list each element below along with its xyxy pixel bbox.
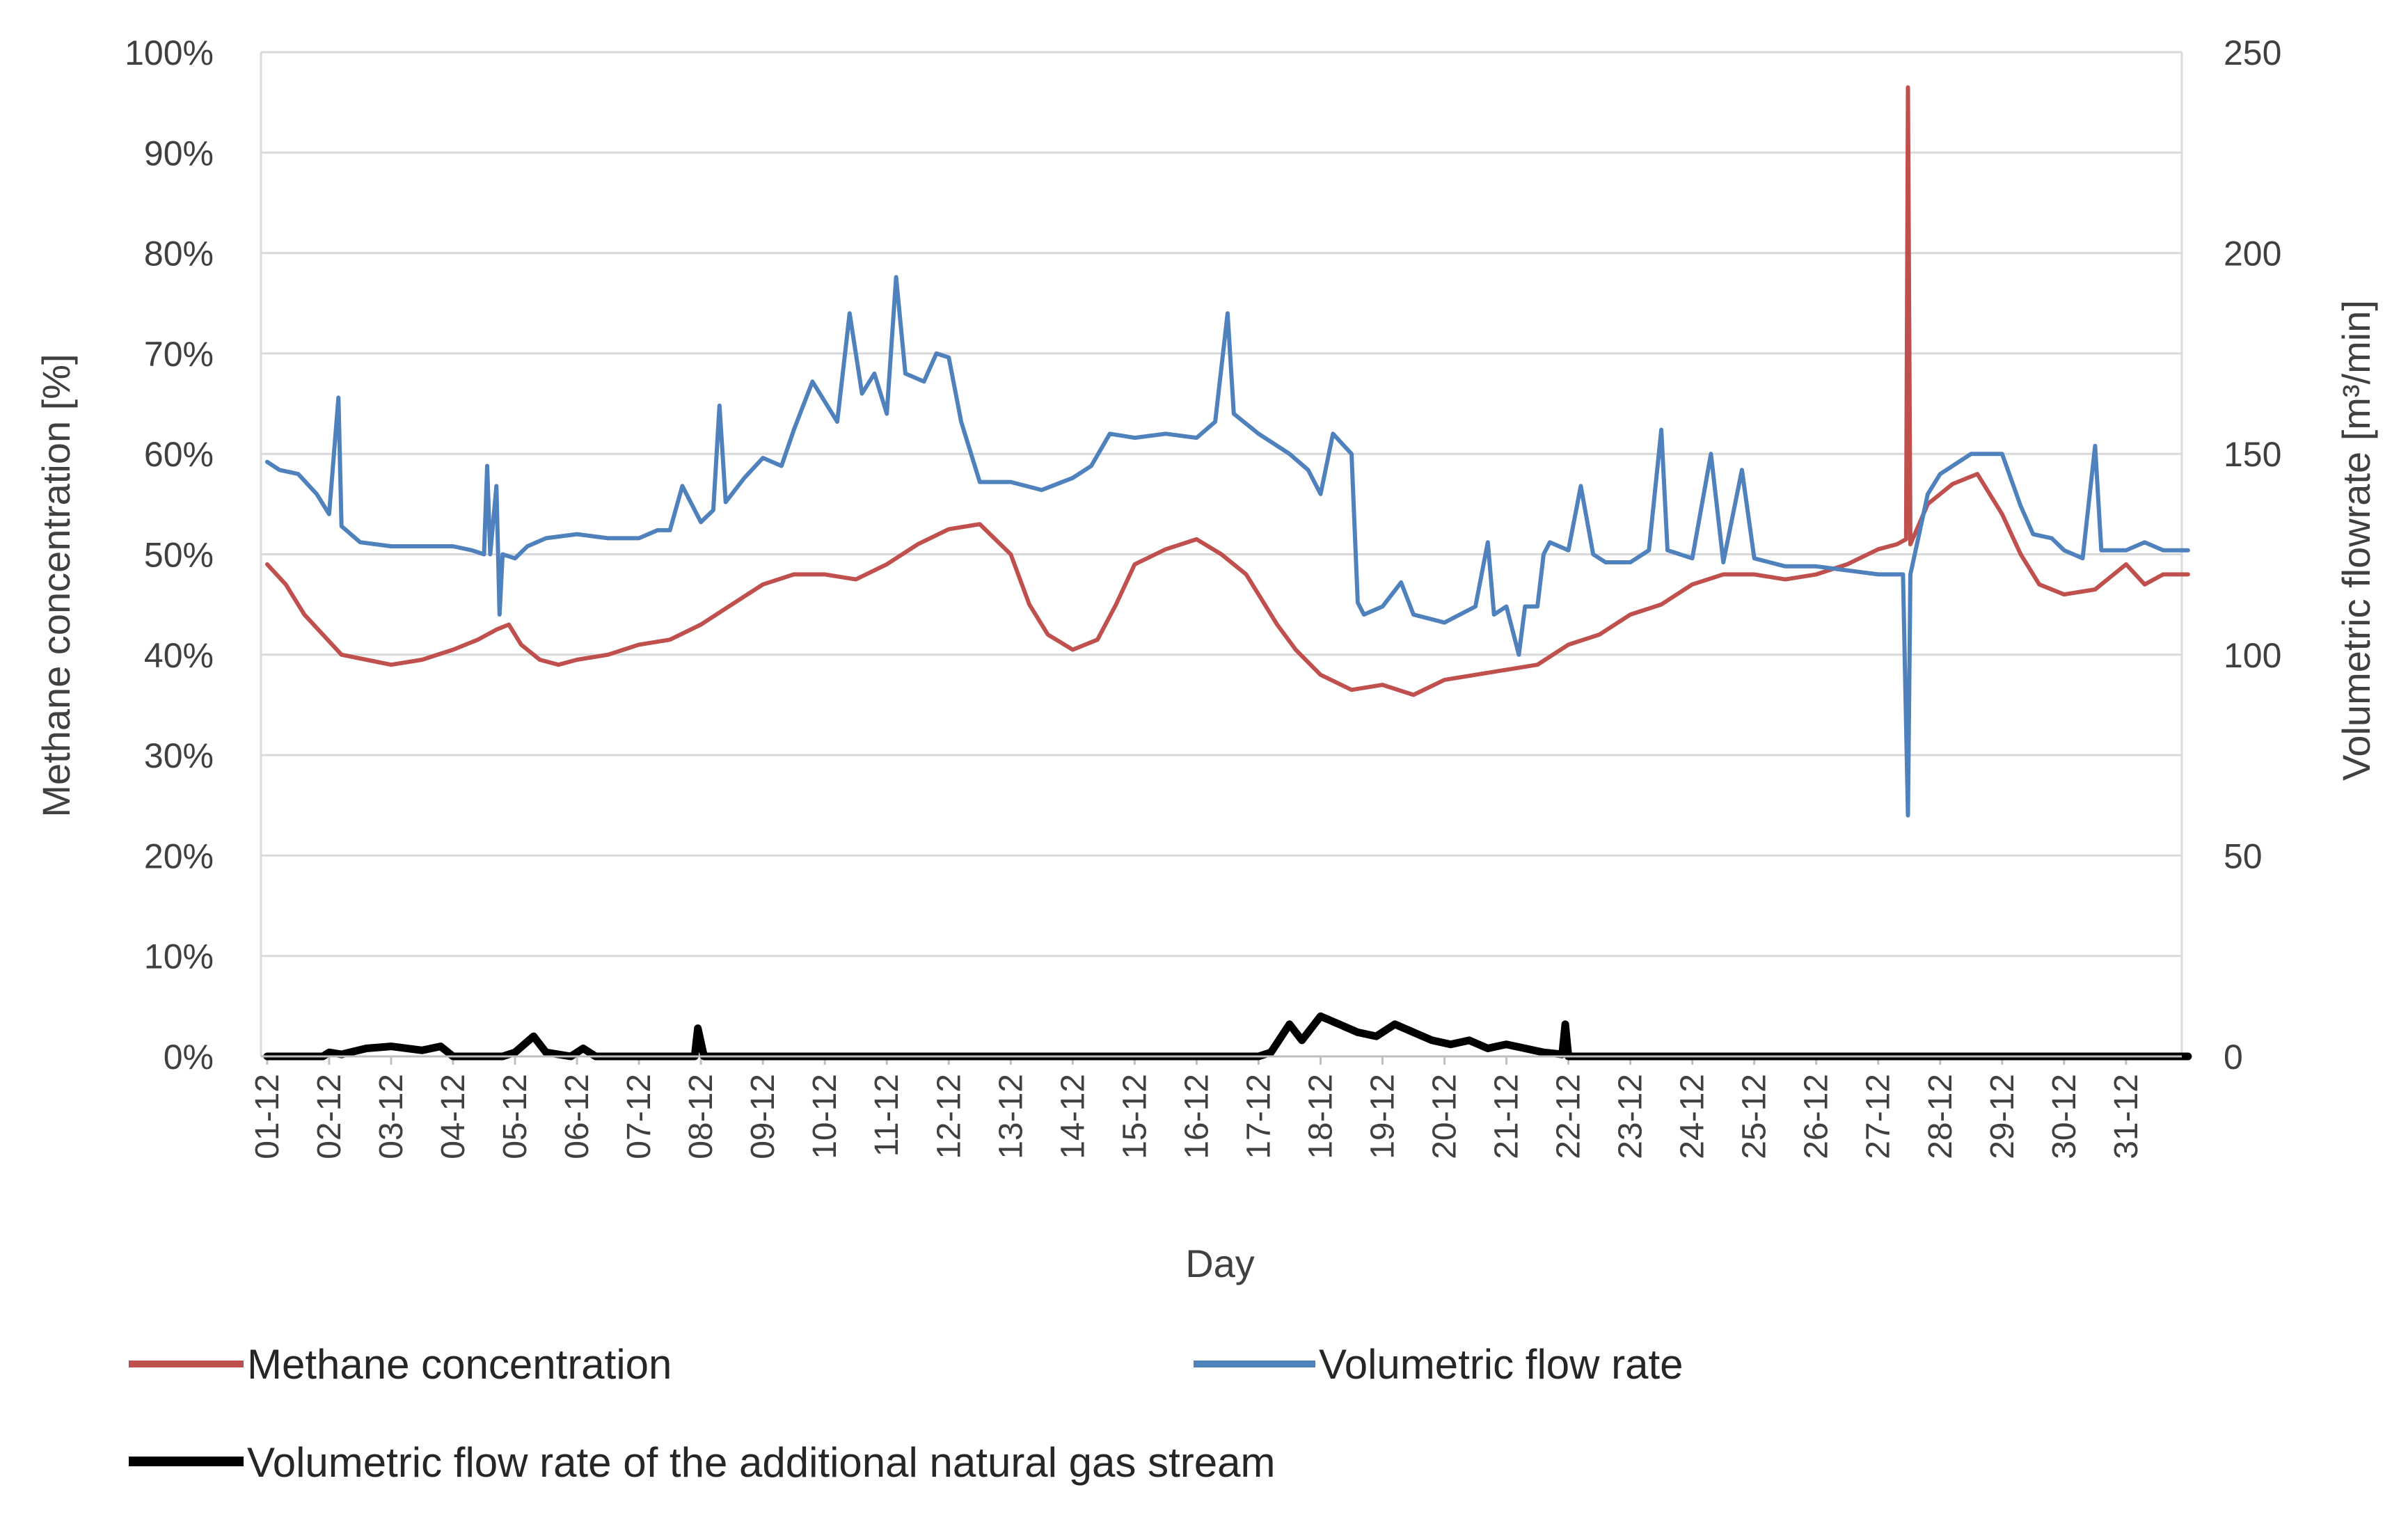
legend-label-methane: Methane concentration	[247, 1341, 672, 1388]
x-tick-label: 03-12	[373, 1074, 410, 1159]
x-axis-title: Day	[1185, 1242, 1255, 1285]
x-axis-ticks: 01-12 02-12 03-12 04-12 05-12 06-12 07-12 08-12…	[249, 1056, 2145, 1159]
x-tick-label: 24-12	[1674, 1074, 1711, 1159]
y-left-tick-label: 20%	[144, 836, 214, 875]
x-tick-label: 28-12	[1922, 1074, 1959, 1159]
legend-label-natural-gas: Volumetric flow rate of the additional n…	[247, 1439, 1275, 1486]
x-tick-label: 16-12	[1178, 1074, 1215, 1159]
y-left-tick-label: 80%	[144, 235, 214, 273]
x-tick-label: 01-12	[249, 1074, 286, 1159]
y-right-tick-label: 0	[2224, 1038, 2243, 1077]
legend: Methane concentration Volumetric flow ra…	[129, 1341, 1684, 1486]
y-left-tick-label: 60%	[144, 435, 214, 474]
x-tick-label: 30-12	[2046, 1074, 2083, 1159]
y-right-tick-label: 150	[2224, 435, 2281, 474]
x-tick-label: 12-12	[930, 1074, 967, 1159]
x-tick-label: 25-12	[1736, 1074, 1773, 1159]
y-left-tick-label: 10%	[144, 937, 214, 976]
x-tick-label: 10-12	[807, 1074, 843, 1159]
y-axis-title-right: Volumetric flowrate [m³/min]	[2334, 300, 2378, 781]
x-tick-label: 26-12	[1798, 1074, 1835, 1159]
x-tick-label: 04-12	[435, 1074, 472, 1159]
y-right-tick-label: 50	[2224, 836, 2263, 875]
x-tick-label: 09-12	[745, 1074, 782, 1159]
y-left-tick-label: 30%	[144, 736, 214, 775]
x-tick-label: 20-12	[1427, 1074, 1464, 1159]
x-tick-label: 22-12	[1551, 1074, 1587, 1159]
left-axis-ticks: 0% 10% 20% 30% 40% 50% 60% 70% 80% 90% 100%	[125, 33, 214, 1077]
series-lines	[263, 85, 2192, 1061]
x-tick-label: 08-12	[683, 1074, 720, 1159]
x-tick-label: 15-12	[1116, 1074, 1153, 1159]
x-tick-label: 11-12	[869, 1074, 905, 1157]
y-left-tick-label: 40%	[144, 636, 214, 675]
x-tick-label: 06-12	[559, 1074, 596, 1159]
x-tick-label: 14-12	[1054, 1074, 1091, 1159]
series-line-0	[264, 85, 2190, 697]
series-line-1	[264, 275, 2190, 818]
x-tick-label: 19-12	[1364, 1074, 1401, 1159]
x-tick-label: 17-12	[1240, 1074, 1277, 1159]
x-tick-label: 27-12	[1860, 1074, 1897, 1159]
x-tick-label: 31-12	[2108, 1074, 2145, 1159]
x-tick-label: 21-12	[1489, 1074, 1526, 1159]
x-tick-label: 18-12	[1302, 1074, 1339, 1159]
x-tick-label: 13-12	[992, 1074, 1029, 1159]
right-axis-ticks: 0 50 100 150 200 250	[2224, 33, 2281, 1077]
legend-label-flow-rate: Volumetric flow rate	[1319, 1341, 1684, 1388]
y-left-tick-label: 70%	[144, 335, 214, 374]
x-tick-label: 23-12	[1613, 1074, 1649, 1159]
y-left-tick-label: 50%	[144, 536, 214, 575]
y-axis-title-left: Methane concentration [%]	[34, 354, 78, 817]
x-tick-label: 07-12	[621, 1074, 658, 1159]
y-right-tick-label: 200	[2224, 235, 2281, 273]
x-tick-label: 02-12	[311, 1074, 348, 1159]
y-left-tick-label: 90%	[144, 134, 214, 173]
y-left-tick-label: 100%	[125, 33, 214, 72]
y-left-tick-label: 0%	[164, 1038, 214, 1077]
series-line-2	[263, 1012, 2192, 1061]
y-right-tick-label: 250	[2224, 33, 2281, 72]
y-right-tick-label: 100	[2224, 636, 2281, 675]
x-tick-label: 29-12	[1984, 1074, 2021, 1159]
x-tick-label: 05-12	[497, 1074, 534, 1159]
